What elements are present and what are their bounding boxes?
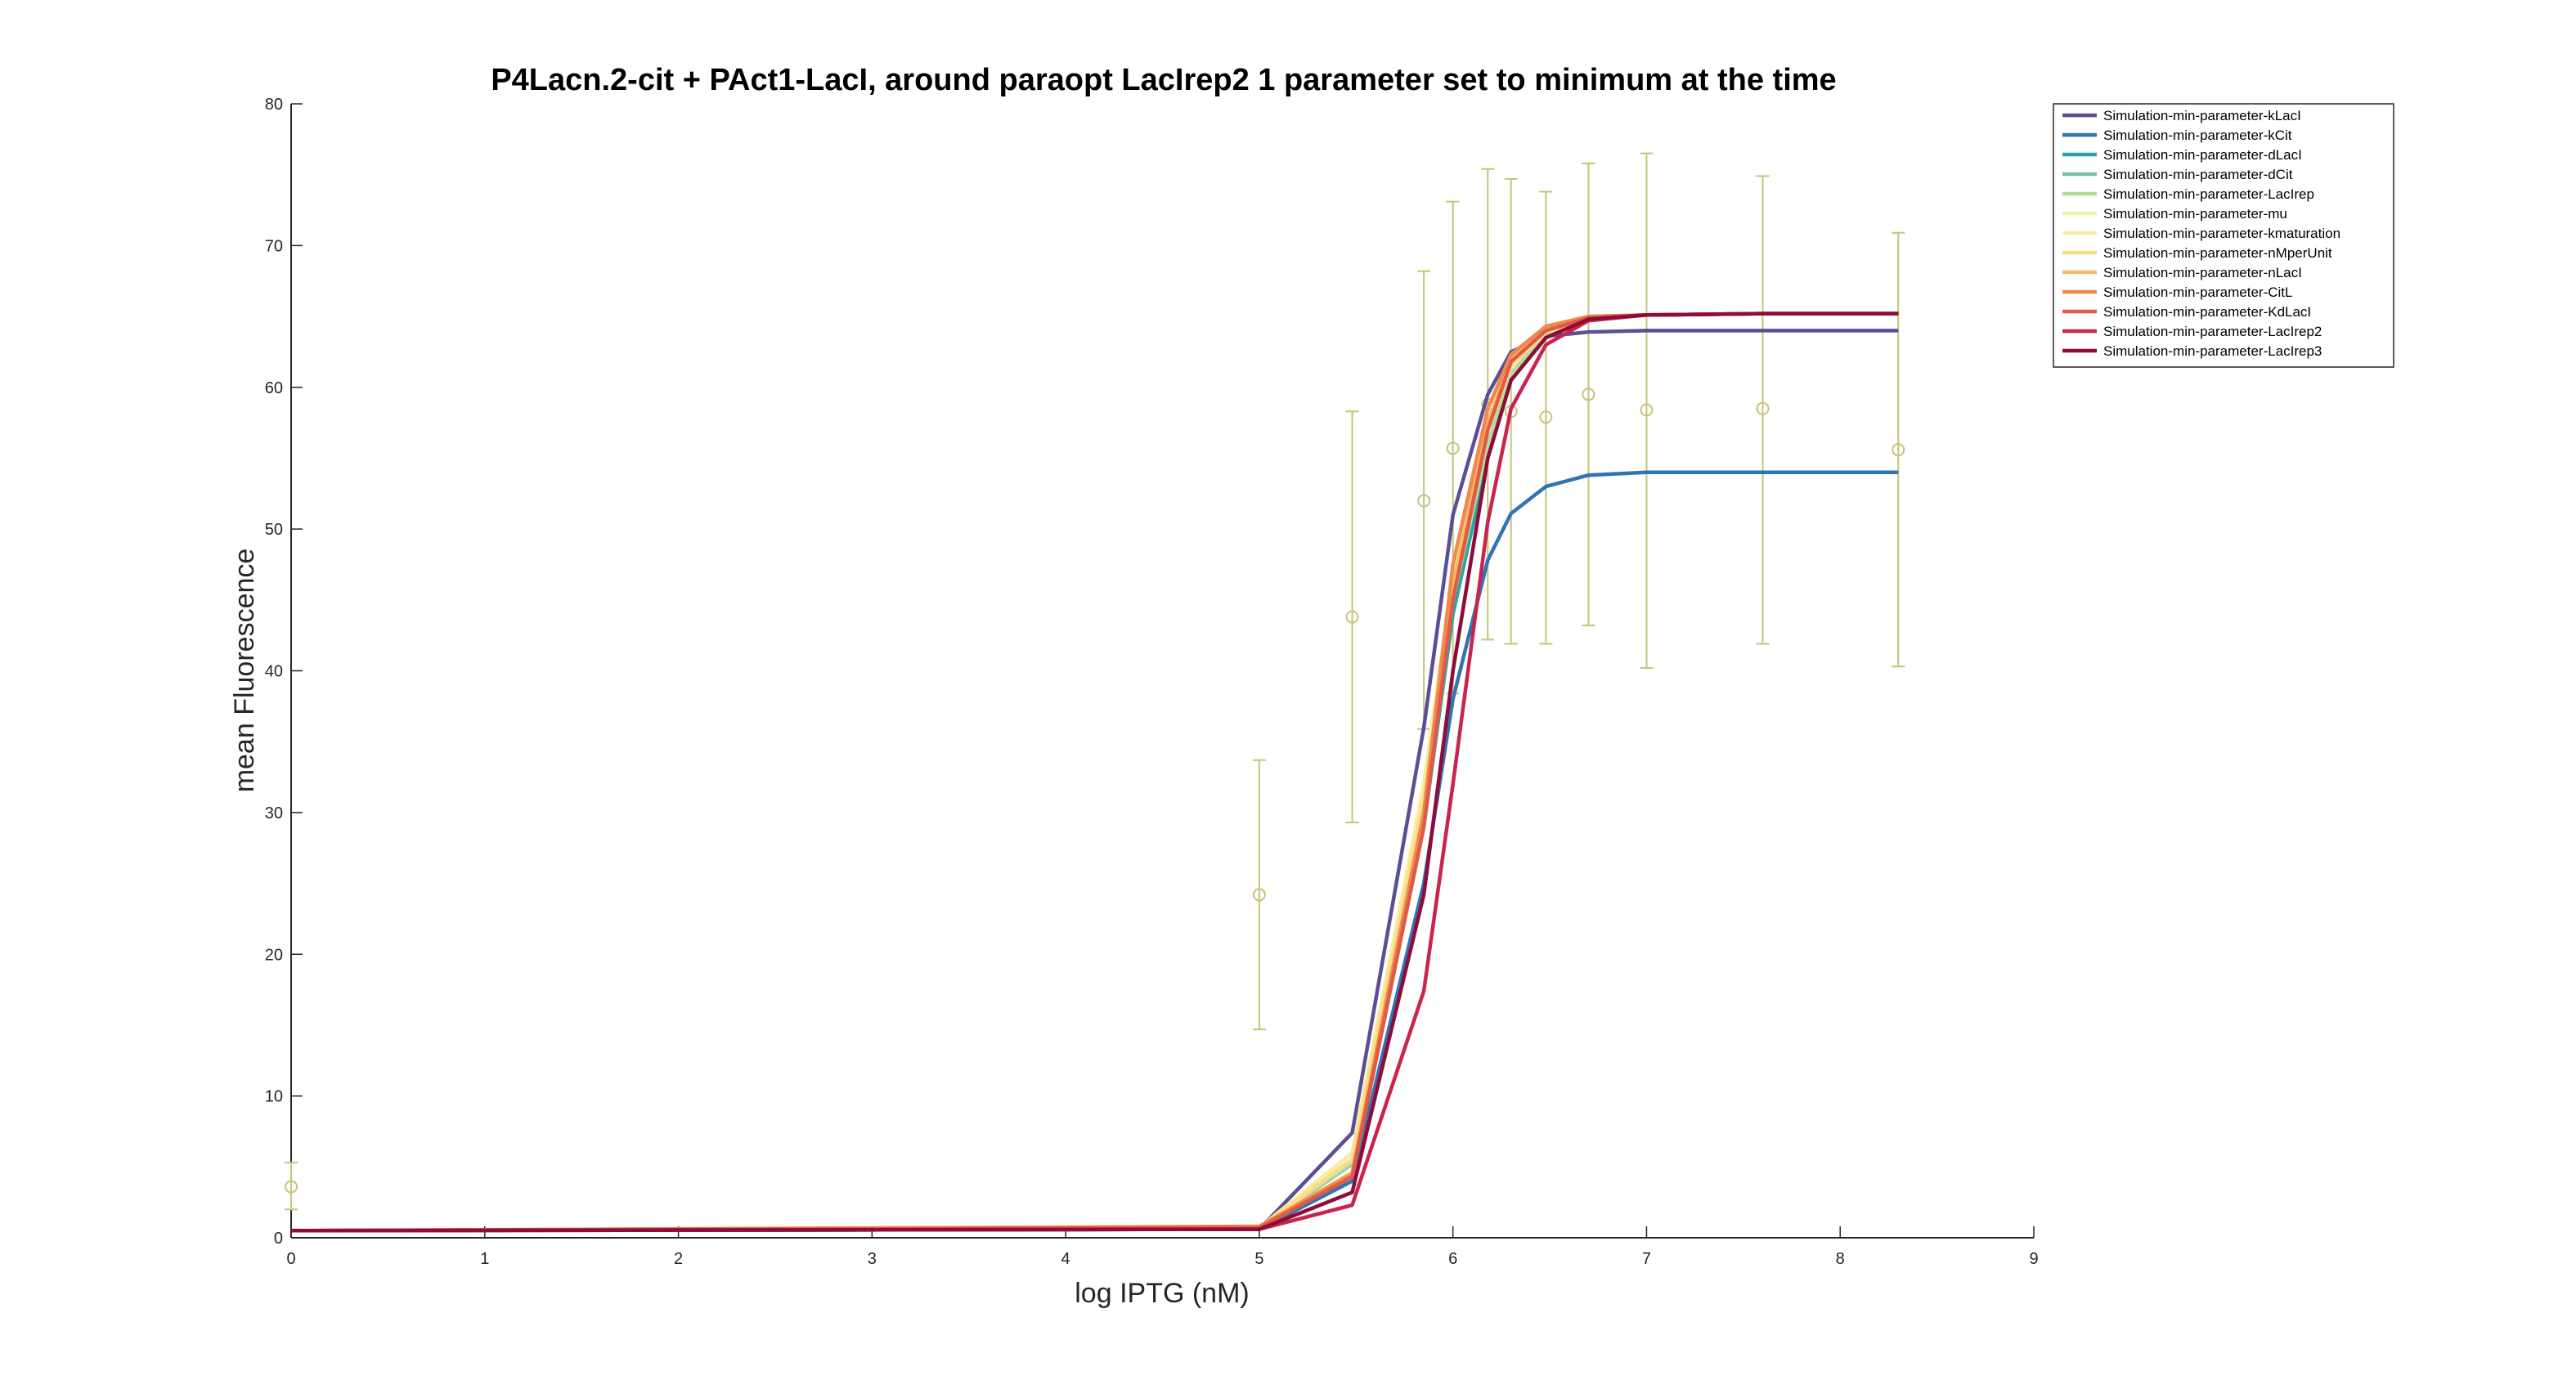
data-point-marker bbox=[1582, 388, 1595, 401]
x-ticks: 0 1 2 3 4 5 6 7 8 9 bbox=[286, 1226, 2039, 1268]
series-line bbox=[290, 311, 1899, 1233]
axes bbox=[290, 104, 2034, 1239]
data-point-marker bbox=[1892, 443, 1905, 457]
x-tick-label: 8 bbox=[1836, 1250, 1845, 1268]
x-tick-label: 1 bbox=[480, 1250, 489, 1268]
data-point-marker bbox=[1756, 401, 1770, 415]
legend-entry-label: Simulation-min-parameter-kmaturation bbox=[2103, 226, 2340, 241]
x-tick-label: 0 bbox=[286, 1250, 295, 1268]
y-tick-label: 60 bbox=[265, 379, 283, 397]
experimental-point bbox=[1892, 231, 1905, 668]
legend-entry-label: Simulation-min-parameter-CitL bbox=[2103, 285, 2292, 300]
x-tick-label: 6 bbox=[1448, 1250, 1457, 1268]
y-tick-label: 10 bbox=[265, 1088, 283, 1106]
y-tick-label: 20 bbox=[265, 946, 283, 964]
data-point-marker bbox=[1252, 888, 1266, 902]
legend-entry-label: Simulation-min-parameter-LacIrep bbox=[2103, 186, 2314, 202]
x-axis-label: log IPTG (nM) bbox=[1075, 1278, 1249, 1309]
series-line bbox=[290, 311, 1899, 1233]
data-point-marker bbox=[1539, 410, 1553, 424]
data-point-marker bbox=[1446, 441, 1460, 455]
legend-entry-label: Simulation-min-parameter-kCit bbox=[2103, 128, 2292, 143]
series-line bbox=[290, 311, 1899, 1233]
x-tick-label: 2 bbox=[674, 1250, 683, 1268]
legend: Simulation-min-parameter-kLacI Simulation… bbox=[2053, 103, 2394, 368]
experimental-error-bars bbox=[285, 152, 1905, 1211]
data-point-marker bbox=[1345, 610, 1359, 624]
experimental-point bbox=[1417, 270, 1431, 730]
legend-box bbox=[2053, 103, 2394, 368]
experimental-point bbox=[1539, 190, 1553, 645]
series-line bbox=[290, 311, 1899, 1233]
legend-entry-label: Simulation-min-parameter-kLacI bbox=[2103, 108, 2301, 123]
series-line bbox=[290, 311, 1899, 1233]
y-tick-label: 0 bbox=[274, 1230, 283, 1248]
x-tick-label: 5 bbox=[1254, 1250, 1263, 1268]
x-tick-label: 3 bbox=[868, 1250, 877, 1268]
legend-entry-label: Simulation-min-parameter-nMperUnit bbox=[2103, 245, 2332, 261]
series-line bbox=[290, 311, 1899, 1233]
legend-entry-label: Simulation-min-parameter-dCit bbox=[2103, 167, 2293, 182]
series-line bbox=[290, 329, 1899, 1233]
series-line bbox=[290, 470, 1899, 1233]
y-tick-label: 40 bbox=[265, 663, 283, 681]
y-tick-label: 70 bbox=[265, 237, 283, 255]
x-tick-label: 7 bbox=[1642, 1250, 1651, 1268]
y-axis-label: mean Fluorescence bbox=[229, 549, 260, 793]
legend-entry-label: Simulation-min-parameter-LacIrep2 bbox=[2103, 324, 2322, 339]
legend-items: Simulation-min-parameter-kLacI Simulation… bbox=[2062, 108, 2340, 359]
data-point-marker bbox=[1417, 494, 1431, 508]
series-line bbox=[290, 311, 1899, 1233]
y-tick-label: 80 bbox=[265, 96, 283, 114]
data-point-marker bbox=[285, 1180, 298, 1194]
experimental-point bbox=[1640, 152, 1654, 670]
series-line bbox=[290, 311, 1899, 1233]
series-line bbox=[290, 311, 1899, 1233]
experimental-point bbox=[1582, 162, 1595, 627]
experimental-point bbox=[1756, 175, 1770, 645]
x-tick-label: 9 bbox=[2029, 1250, 2038, 1268]
y-ticks: 0 10 20 30 40 50 60 70 80 bbox=[265, 96, 303, 1248]
y-tick-label: 50 bbox=[265, 521, 283, 539]
legend-entry-label: Simulation-min-parameter-nLacI bbox=[2103, 265, 2302, 280]
y-tick-label: 30 bbox=[265, 804, 283, 822]
series-lines bbox=[290, 311, 1899, 1233]
experimental-point bbox=[285, 1162, 298, 1211]
series-line bbox=[290, 311, 1899, 1233]
legend-entry-label: Simulation-min-parameter-LacIrep3 bbox=[2103, 343, 2322, 359]
x-tick-label: 4 bbox=[1061, 1250, 1070, 1268]
experimental-point bbox=[1345, 410, 1359, 824]
series-line bbox=[290, 311, 1899, 1233]
chart-title: P4Lacn.2-cit + PAct1-LacI, around paraop… bbox=[491, 63, 1836, 97]
data-point-marker bbox=[1640, 403, 1654, 417]
legend-entry-label: Simulation-min-parameter-mu bbox=[2103, 206, 2287, 222]
experimental-point bbox=[1252, 759, 1266, 1031]
legend-entry-label: Simulation-min-parameter-dLacI bbox=[2103, 147, 2302, 163]
legend-entry-label: Simulation-min-parameter-KdLacI bbox=[2103, 304, 2311, 320]
